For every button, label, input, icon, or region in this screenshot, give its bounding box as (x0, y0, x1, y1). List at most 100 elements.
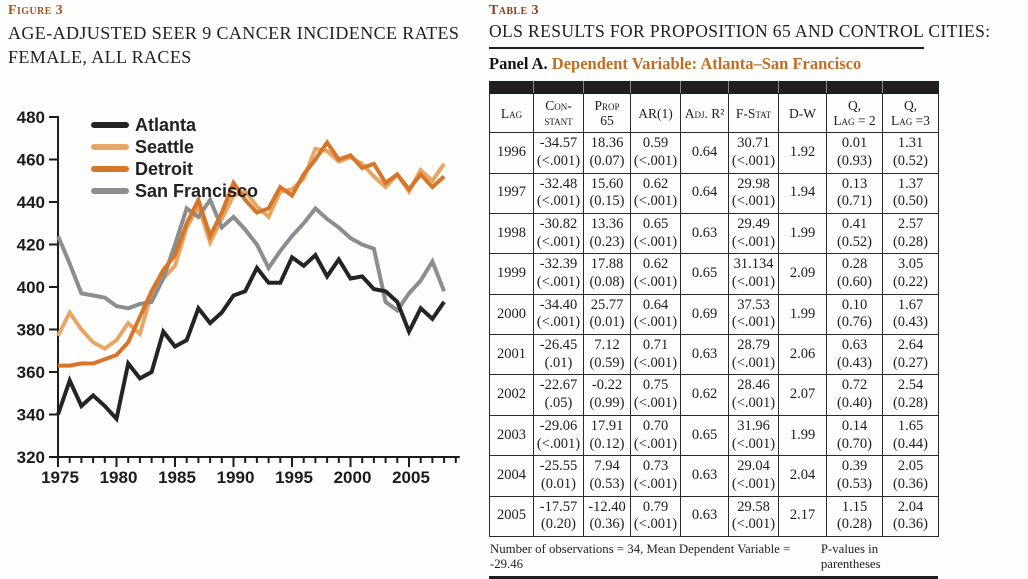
lag-cell: 2004 (489, 455, 534, 497)
value-cell: 37.53 (<.001) (728, 293, 779, 336)
header-bar-cell (533, 81, 584, 94)
x-tick-label: 2000 (334, 468, 372, 487)
column-header: Q, Lag =3 (882, 92, 939, 134)
value-cell: 1.15 (0.28) (826, 495, 883, 537)
value-cell: 2.09 (778, 253, 827, 295)
legend-item-san-francisco: San Francisco (91, 181, 258, 201)
value-cell: 31.134 (<.001) (728, 253, 779, 295)
value-cell: 0.75 (<.001) (630, 374, 681, 416)
value-cell: 0.01 (0.93) (826, 132, 883, 174)
value-cell: 0.62 (<.001) (630, 253, 681, 295)
header-bar-cell (680, 81, 729, 94)
panel-heading: Panel A. Dependent Variable: Atlanta–San… (489, 54, 938, 74)
value-cell: 0.65 (680, 253, 729, 295)
value-cell: 31.96 (<.001) (728, 414, 779, 457)
table-row-1999: 1999 -32.39 (<.001) 17.88 (0.08) 0.62 (<.00… (489, 253, 939, 295)
value-cell: 29.49 (<.001) (728, 212, 779, 255)
series-line-seattle (56, 146, 446, 351)
table-row-2004: 2004 -25.55 (0.01) 7.94 (0.53) 0.73 (<.001)… (489, 455, 939, 497)
lag-cell: 1999 (489, 253, 534, 295)
value-cell: 28.79 (<.001) (728, 334, 779, 376)
value-cell: 13.36 (0.23) (583, 212, 631, 255)
value-cell: 0.63 (680, 334, 729, 376)
value-cell: -32.39 (<.001) (533, 253, 584, 295)
figure-title-line2: FEMALE, ALL RACES (8, 47, 192, 68)
value-cell: 0.59 (<.001) (630, 132, 681, 174)
y-tick-label: 340 (17, 406, 45, 425)
table-notes: Number of observations = 34, Mean Depend… (489, 542, 940, 572)
table-label: Table 3 (489, 3, 539, 18)
value-cell: 0.70 (<.001) (630, 414, 681, 457)
column-header: Adj. R² (680, 92, 729, 134)
column-header: Lag (489, 92, 534, 134)
value-cell: 2.05 (0.36) (882, 455, 939, 497)
value-cell: -17.57 (0.20) (533, 495, 584, 537)
value-cell: -26.45 (.01) (533, 334, 584, 376)
value-cell: 0.64 (<.001) (630, 293, 681, 336)
value-cell: 7.94 (0.53) (583, 455, 631, 497)
column-header: AR(1) (630, 92, 681, 134)
figure-panel: Figure 3 AGE-ADJUSTED SEER 9 CANCER INCI… (8, 3, 483, 70)
table-header-bar (489, 81, 939, 94)
value-cell: -29.06 (<.001) (533, 414, 584, 457)
legend-label: Seattle (135, 137, 194, 157)
header-bar-cell (882, 81, 939, 94)
legend-label: Atlanta (135, 115, 197, 135)
value-cell: 30.71 (<.001) (728, 132, 779, 174)
value-cell: 0.62 (<.001) (630, 172, 681, 214)
x-tick-label: 1985 (158, 468, 196, 487)
column-header-row: Lag Con- stant Prop 65 AR(1) Adj. R² F-Stat D-… (489, 92, 939, 134)
value-cell: 29.04 (<.001) (728, 455, 779, 497)
table-row-2000: 2000 -34.40 (<.001) 25.77 (0.01) 0.64 (<.00… (489, 293, 939, 336)
value-cell: 0.63 (680, 495, 729, 537)
value-cell: 0.14 (0.70) (826, 414, 883, 457)
header-bar-cell (630, 81, 681, 94)
notes-pvalues: P-values in parentheses (820, 541, 881, 571)
table-title: OLS RESULTS FOR PROPOSITION 65 AND CONTR… (489, 21, 991, 41)
y-tick-label: 320 (17, 448, 45, 467)
value-cell: 2.04 (0.36) (882, 495, 939, 537)
header-bar-cell (489, 81, 534, 94)
legend-item-atlanta: Atlanta (91, 115, 197, 135)
header-bar-cell (826, 81, 883, 94)
figure-title-line1: AGE-ADJUSTED SEER 9 CANCER INCIDENCE RAT… (8, 23, 460, 43)
value-cell: 7.12 (0.59) (583, 334, 631, 376)
value-cell: 2.57 (0.28) (882, 212, 939, 255)
series-line-san-francisco (56, 195, 446, 314)
legend-label: San Francisco (135, 181, 258, 201)
table-row-2002: 2002 -22.67 (.05) -0.22 (0.99) 0.75 (<.001)… (489, 374, 939, 416)
value-cell: 0.72 (0.40) (826, 374, 883, 416)
value-cell: 2.04 (778, 455, 827, 497)
table-row-2001: 2001 -26.45 (.01) 7.12 (0.59) 0.71 (<.001) 0… (489, 334, 939, 376)
lag-cell: 1998 (489, 212, 534, 255)
value-cell: 18.36 (0.07) (583, 132, 631, 174)
value-cell: 2.07 (778, 374, 827, 416)
value-cell: 1.65 (0.44) (882, 414, 939, 457)
column-header: F-Stat (728, 92, 779, 134)
x-tick-label: 1980 (100, 468, 138, 487)
legend-item-seattle: Seattle (91, 137, 194, 157)
value-cell: 0.39 (0.53) (826, 455, 883, 497)
value-cell: 1.31 (0.52) (882, 132, 939, 174)
value-cell: 1.92 (778, 132, 827, 174)
value-cell: 1.67 (0.43) (882, 293, 939, 336)
value-cell: 2.64 (0.27) (882, 334, 939, 376)
value-cell: 2.54 (0.28) (882, 374, 939, 416)
ols-results-table: Lag Con- stant Prop 65 AR(1) Adj. R² F-Stat D-… (489, 81, 939, 537)
value-cell: -34.40 (<.001) (533, 293, 584, 336)
value-cell: -32.48 (<.001) (533, 172, 584, 214)
value-cell: 0.65 (<.001) (630, 212, 681, 255)
table-row-1996: 1996 -34.57 (<.001) 18.36 (0.07) 0.59 (<.00… (489, 132, 939, 174)
value-cell: -0.22 (0.99) (583, 374, 631, 416)
x-tick-label: 1975 (41, 468, 79, 487)
lag-cell: 2000 (489, 293, 534, 336)
value-cell: 0.69 (680, 293, 729, 336)
value-cell: -25.55 (0.01) (533, 455, 584, 497)
header-bar-cell (778, 81, 827, 94)
value-cell: 0.65 (680, 414, 729, 457)
value-cell: 0.63 (680, 455, 729, 497)
value-cell: 29.98 (<.001) (728, 172, 779, 214)
value-cell: 0.64 (680, 132, 729, 174)
value-cell: 1.94 (778, 172, 827, 214)
